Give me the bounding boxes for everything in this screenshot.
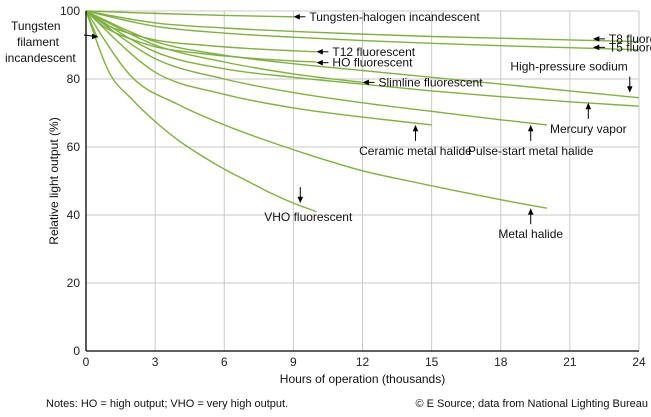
annotation-arrows (83, 13, 633, 225)
annotation-label: filament (17, 35, 60, 49)
x-tick-label: 18 (494, 355, 508, 369)
annotation-label: Pulse-start metal halide (468, 144, 594, 158)
x-tick-label: 21 (563, 355, 577, 369)
annotation-label: HO fluorescent (332, 56, 413, 70)
annotation-arrowhead (91, 33, 99, 40)
annotation-arrowhead (592, 44, 600, 51)
y-tick-label: 20 (67, 276, 81, 290)
series-line-metal-halide (85, 10, 547, 209)
annotation-label: Ceramic metal halide (359, 144, 472, 158)
annotation-arrowhead (316, 59, 323, 66)
series-line-tungsten-halogen-incandescent (85, 10, 294, 18)
grid (86, 10, 640, 351)
annotation-arrowhead (585, 102, 592, 110)
axes (85, 11, 639, 352)
annotation-label: Mercury vapor (550, 122, 627, 136)
series-line-high-pressure-sodium (85, 10, 640, 99)
y-tick-label: 100 (60, 4, 80, 18)
annotation-label: T5 fluorescent (609, 40, 651, 54)
y-tick-label: 80 (67, 72, 81, 86)
series-line-ho-fluorescent (85, 10, 317, 63)
y-tick-label: 60 (67, 140, 81, 154)
annotation-label: Slimline fluorescent (379, 75, 484, 89)
annotation-label: T8 fluorescent (609, 32, 651, 46)
y-tick-label: 0 (73, 344, 80, 358)
series-line-ceramic-metal-halide (85, 10, 432, 126)
footnote: Notes: HO = high output; VHO = very high… (46, 398, 289, 410)
annotation-label: incandescent (5, 51, 76, 65)
x-tick-label: 15 (425, 355, 439, 369)
annotation-label: Tungsten-halogen incandescent (309, 10, 480, 24)
x-tick-label: 9 (290, 355, 297, 369)
series-lines (85, 10, 640, 213)
annotation-label: VHO fluorescent (264, 210, 353, 224)
annotation-arrowhead (626, 86, 633, 93)
x-axis-title: Hours of operation (thousands) (280, 372, 445, 386)
annotation-arrowhead (412, 124, 419, 132)
y-axis-title: Relative light output (%) (47, 117, 61, 244)
annotation-arrowhead (316, 49, 323, 55)
series-line-mercury-vapor (85, 10, 640, 107)
annotation-label: Metal halide (498, 227, 563, 241)
annotation-arrowhead (362, 79, 369, 86)
annotation-arrowhead (527, 124, 534, 132)
annotation-arrowhead (592, 36, 600, 42)
x-tick-label: 6 (221, 355, 228, 369)
tick-labels: 0 3 6 9 12 15 18 21 24 0 20 40 60 80 100 (60, 4, 646, 369)
annotation-labels: Tungsten-halogen incandescent Tungsten fil… (5, 10, 651, 241)
x-tick-label: 0 (83, 355, 90, 369)
x-tick-label: 12 (356, 355, 370, 369)
series-line-t5-fluorescent (85, 10, 640, 51)
annotation-arrowhead (293, 13, 300, 20)
series-line-t8-fluorescent (85, 10, 640, 43)
series-line-slimline-fluorescent (85, 10, 363, 84)
annotation-arrowhead (297, 196, 304, 204)
x-tick-label: 24 (632, 355, 646, 369)
series-line-pulse-start-metal-halide (85, 10, 547, 126)
y-tick-label: 40 (67, 208, 81, 222)
annotation-label: T12 fluorescent (332, 45, 415, 59)
annotation-label: High-pressure sodium (510, 60, 627, 74)
annotation-label: Tungsten (11, 19, 61, 33)
series-line-vho-fluorescent (85, 10, 317, 213)
source-credit: © E Source; data from National Lighting … (415, 398, 648, 410)
annotation-arrowhead (527, 208, 534, 215)
x-tick-label: 3 (152, 355, 159, 369)
